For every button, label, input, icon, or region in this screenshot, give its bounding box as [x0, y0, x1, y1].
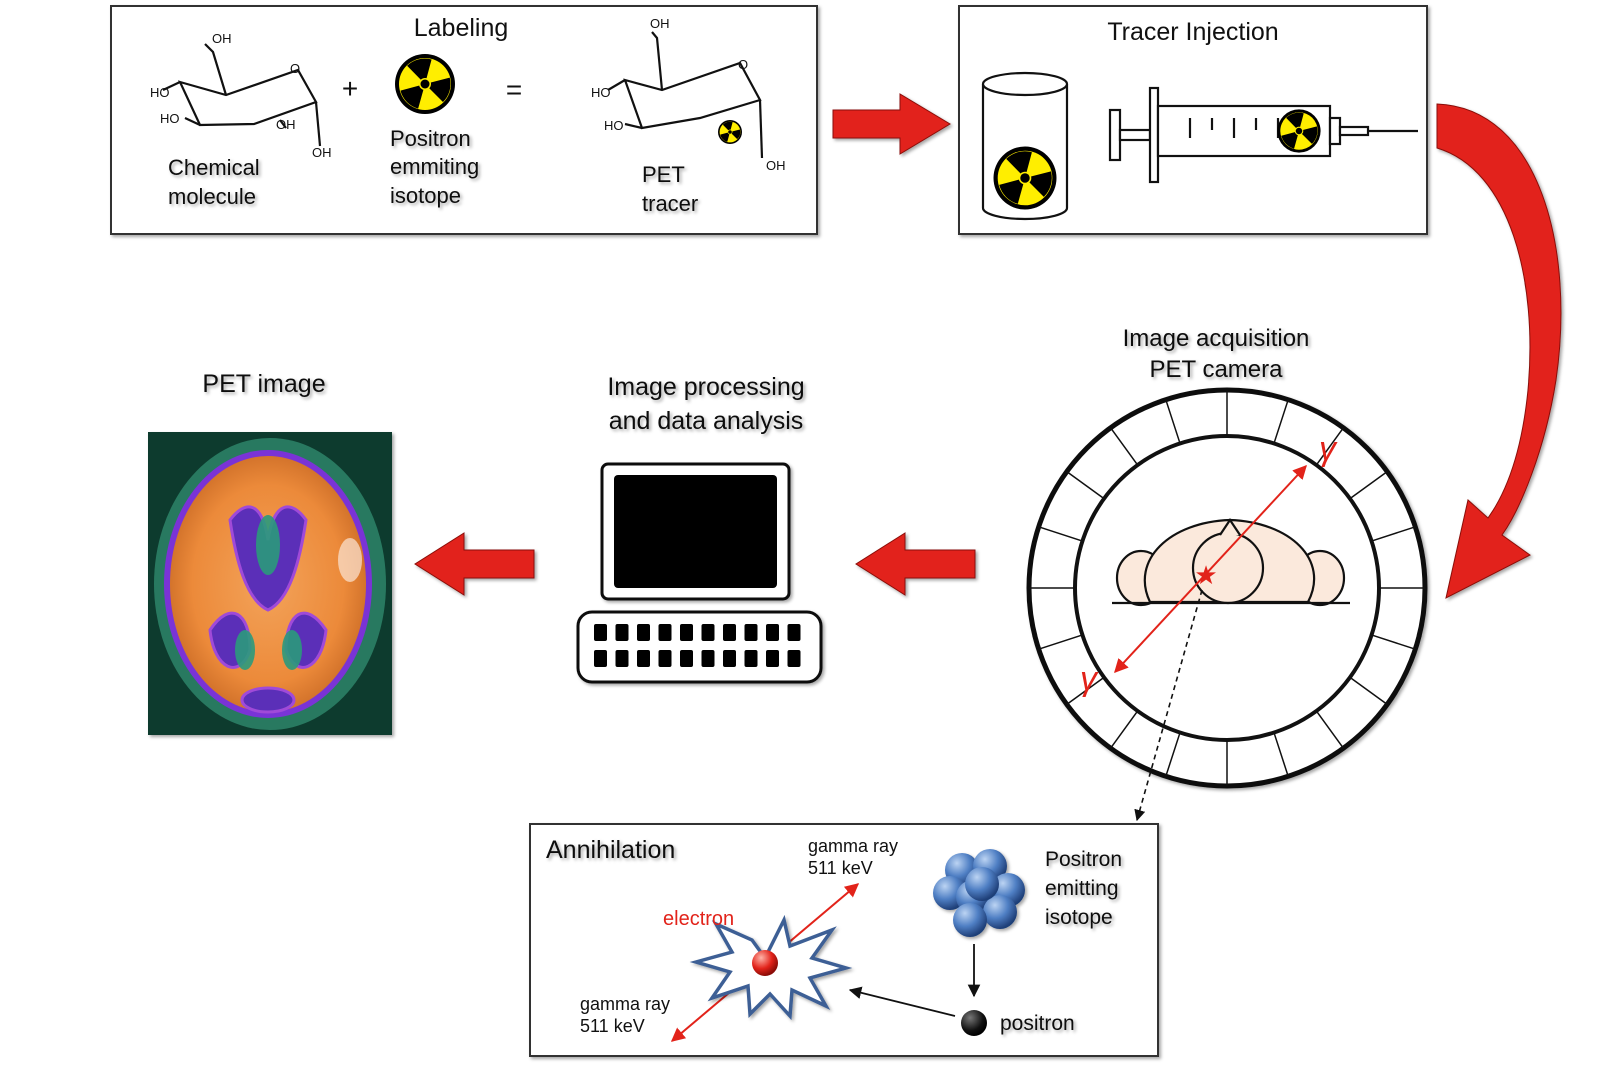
- keyboard-key: [658, 650, 672, 667]
- keyboard-key: [658, 624, 672, 641]
- gamma-symbol-top: γ: [1319, 430, 1338, 468]
- electron-label: electron: [663, 908, 734, 930]
- detector-segments: [1029, 390, 1425, 786]
- positron-travel-arrow: [848, 986, 956, 1017]
- keyboard-keys: [594, 624, 801, 667]
- gamma-bottom-line1: gamma ray: [580, 994, 670, 1014]
- gamma-top-line1: gamma ray: [808, 836, 898, 856]
- positron-label: positron: [1000, 1012, 1075, 1035]
- gamma-emission-line: [1114, 464, 1307, 674]
- isotope-label-line3: isotope: [390, 183, 461, 208]
- detector-segment: [1315, 710, 1344, 749]
- gamma-bottom-line2: 511 keV: [580, 1016, 645, 1036]
- keyboard-key: [594, 624, 607, 641]
- ho-group-label: HO: [160, 111, 180, 126]
- keyboard-key: [637, 624, 650, 641]
- keyboard-icon: [576, 610, 823, 684]
- keyboard-key: [766, 650, 779, 667]
- keyboard-key: [787, 624, 801, 641]
- keyboard-key: [723, 624, 736, 641]
- isotope-caption-line3: isotope: [1045, 906, 1113, 929]
- ho-group-label: HO: [591, 85, 611, 100]
- detector-segment: [1165, 732, 1181, 777]
- keyboard-key: [680, 624, 693, 641]
- keyboard-key: [637, 650, 650, 667]
- injection-title: Tracer Injection: [1107, 18, 1278, 46]
- detector-segment: [1315, 427, 1344, 466]
- isotope-label-line2: emmiting: [390, 154, 479, 179]
- tracer-injection-panel: Tracer Injection: [958, 5, 1428, 235]
- pet-camera: Image acquisition PET camera ★ γ γ: [1026, 325, 1428, 822]
- detector-segment: [1273, 399, 1289, 444]
- pet-tracer-structure: [607, 31, 764, 159]
- isotope-caption-line2: emitting: [1045, 877, 1119, 900]
- labeling-panel: Labeling OH HO HO OH OH O Chemical molec…: [110, 5, 818, 235]
- annihilation-title: Annihilation: [546, 836, 675, 864]
- detector-segment: [1349, 471, 1388, 500]
- ring-oxygen-label: O: [290, 61, 300, 76]
- keyboard-key: [701, 624, 715, 641]
- gamma-symbol-bottom: γ: [1080, 660, 1099, 698]
- keyboard-key: [744, 650, 758, 667]
- keyboard-key: [723, 650, 736, 667]
- molecule-label-line2: molecule: [168, 184, 256, 209]
- annihilation-star-icon: ★: [1194, 560, 1217, 590]
- gamma-top-line2: 511 keV: [808, 858, 873, 878]
- arrow-to-injection: [832, 93, 951, 155]
- oh-group-label: OH: [276, 117, 296, 132]
- detector-segment: [1273, 732, 1289, 777]
- oh-group-label: OH: [766, 158, 786, 173]
- pet-image-title: PET image: [202, 370, 325, 398]
- isotope-label-line1: Positron: [390, 126, 471, 151]
- annihilation-callout-line: [1134, 589, 1203, 822]
- ho-group-label: HO: [604, 118, 624, 133]
- keyboard-key: [615, 624, 629, 641]
- detector-segment: [1110, 427, 1139, 466]
- electron-icon: [752, 950, 778, 976]
- arrow-to-processing: [855, 532, 976, 596]
- keyboard-key: [787, 650, 801, 667]
- keyboard-key: [680, 650, 693, 667]
- detector-segment: [1371, 526, 1416, 542]
- tracer-label-line1: PET: [642, 162, 685, 187]
- oh-group-label: OH: [312, 145, 332, 160]
- detector-segment: [1349, 676, 1388, 705]
- computer-workstation: Image processing and data analysis: [576, 373, 823, 684]
- pet-image-panel: PET image: [148, 370, 392, 735]
- chemical-molecule-structure: [162, 43, 322, 147]
- nucleus-icon: [933, 849, 1025, 937]
- plus-sign: +: [342, 73, 358, 104]
- keyboard-key: [744, 624, 758, 641]
- keyboard-key: [594, 650, 607, 667]
- ho-group-label: HO: [150, 85, 170, 100]
- detector-segment: [1038, 634, 1083, 650]
- annihilation-panel: Annihilation gamma ray 511 keV gamma ray…: [529, 823, 1159, 1057]
- detector-segment: [1038, 526, 1083, 542]
- oh-group-label: OH: [650, 16, 670, 31]
- molecule-label-line1: Chemical: [168, 155, 260, 180]
- isotope-caption-line1: Positron: [1045, 848, 1122, 871]
- arrow-to-pet-image: [414, 532, 535, 596]
- processing-title-line1: Image processing: [607, 373, 804, 401]
- ring-oxygen-label: O: [738, 57, 748, 72]
- tracer-label-line2: tracer: [642, 191, 698, 216]
- positron-icon: [961, 1010, 987, 1036]
- curved-arrow-to-camera: [1436, 103, 1562, 599]
- equals-sign: =: [506, 74, 522, 105]
- keyboard-key: [701, 650, 715, 667]
- oh-group-label: OH: [212, 31, 232, 46]
- keyboard-key: [615, 650, 629, 667]
- keyboard-key: [766, 624, 779, 641]
- detector-segment: [1066, 471, 1105, 500]
- labeling-title: Labeling: [414, 14, 509, 42]
- detector-segment: [1371, 634, 1416, 650]
- detector-segment: [1165, 399, 1181, 444]
- detector-segment: [1110, 710, 1139, 749]
- detector-segment: [1066, 676, 1105, 705]
- monitor-screen: [614, 475, 777, 588]
- acquisition-title-line1: Image acquisition: [1123, 325, 1310, 352]
- acquisition-title-line2: PET camera: [1150, 356, 1284, 383]
- processing-title-line2: and data analysis: [609, 407, 804, 435]
